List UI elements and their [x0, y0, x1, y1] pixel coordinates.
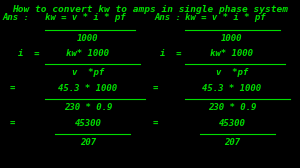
Text: 230 * 0.9: 230 * 0.9: [208, 103, 256, 112]
Text: 1000: 1000: [77, 34, 99, 43]
Text: 1000: 1000: [221, 34, 243, 43]
Text: =: =: [153, 119, 158, 128]
Text: i  =: i =: [160, 49, 182, 58]
Text: i  =: i =: [18, 49, 40, 58]
Text: How to convert kw to amps in single phase system: How to convert kw to amps in single phas…: [12, 5, 288, 14]
Text: kw = v * i * pf: kw = v * i * pf: [45, 13, 126, 22]
Text: 230 * 0.9: 230 * 0.9: [64, 103, 112, 112]
Text: =: =: [10, 84, 15, 93]
Text: 45.3 * 1000: 45.3 * 1000: [202, 84, 262, 93]
Text: 45.3 * 1000: 45.3 * 1000: [58, 84, 118, 93]
Text: Ans :: Ans :: [155, 13, 182, 22]
Text: 45300: 45300: [219, 119, 245, 128]
Text: 207: 207: [80, 138, 96, 147]
Text: kw* 1000: kw* 1000: [67, 49, 110, 58]
Text: Ans :: Ans :: [3, 13, 30, 22]
Text: =: =: [153, 84, 158, 93]
Text: kw* 1000: kw* 1000: [211, 49, 254, 58]
Text: kw = v * i * pf: kw = v * i * pf: [185, 13, 266, 22]
Text: v  *pf: v *pf: [216, 68, 248, 77]
Text: =: =: [10, 119, 15, 128]
Text: v  *pf: v *pf: [72, 68, 104, 77]
Text: 207: 207: [224, 138, 240, 147]
Text: 45300: 45300: [75, 119, 101, 128]
